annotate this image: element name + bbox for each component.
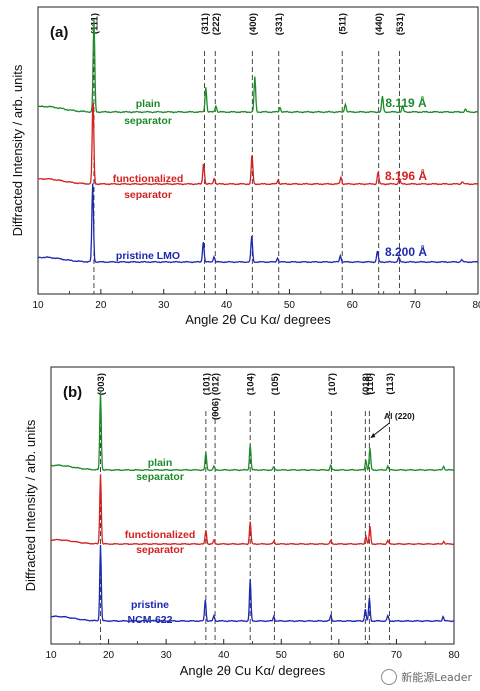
x-tick-label: 40 [218,650,230,661]
reflection-label: (018) [361,373,372,395]
reflection-label: (400) [248,13,259,35]
y-axis-label: Diffracted Intensity / arb. units [23,419,38,591]
lattice-parameter: 8.196 Å [385,168,427,183]
annotation-label: Al (220) [384,411,415,421]
series-label: pristine LMO [116,250,180,262]
reflection-label: (105) [270,373,281,395]
x-tick-label: 10 [32,300,44,311]
reflection-label: (440) [374,13,385,35]
series-label: pristine [131,599,169,611]
y-axis-label: Diffracted Intensity / arb. units [10,64,25,236]
series-line [50,391,455,472]
panel-label: (a) [50,24,68,41]
x-tick-label: 20 [103,650,115,661]
chart-panel-b: (b) (003) (101)(006) (012) (104) (105) (107) (… [23,366,460,678]
reflection-label: (104) [246,373,257,395]
series-label: plain [148,457,173,469]
reflection-label: (531) [395,13,406,35]
reflection-label: (107) [327,373,338,395]
series-line [50,544,455,623]
x-axis-label: Angle 2θ Cu Kα/ degrees [185,312,331,327]
reflection-label: (311) [200,13,211,35]
x-axis-label: Angle 2θ Cu Kα/ degrees [180,663,326,678]
reflection-label: (110) [365,373,376,395]
x-tick-label: 30 [158,300,170,311]
series-label: separator [136,544,184,556]
series-label: functionalized [125,529,196,541]
x-tick-label: 30 [161,650,173,661]
series-label: plain [136,98,161,110]
x-tick-label: 40 [221,300,233,311]
series-line [50,474,455,546]
series-line [37,183,479,264]
series-label: separator [124,189,172,201]
panel-label: (b) [63,384,82,401]
series-label: functionalized [113,173,184,185]
series-line [37,19,479,114]
x-tick-label: 70 [410,300,422,311]
annotation-arrow [371,422,390,438]
reflection-label: (111) [89,13,100,34]
watermark-logo-icon [381,669,398,685]
annotation-arrowhead [370,433,376,438]
reflection-label: (331) [274,13,285,35]
x-tick-label: 50 [276,650,288,661]
x-tick-label: 20 [95,300,107,311]
reflection-label: (113) [385,373,396,395]
reflection-label: (511) [338,13,349,35]
reflection-label: (101) [201,373,212,395]
lattice-parameter: 8.200 Å [385,244,427,259]
chart-panel-a: (a) (111) (311) (222) (400) (331) (511) (440) (5… [10,6,480,327]
lattice-parameter: 8.119 Å [385,95,427,110]
series-label: NCM-622 [128,614,173,626]
reflection-label: (222) [211,13,222,35]
watermark-text: 新能源Leader [401,671,472,684]
reflection-label: (003) [96,373,107,395]
reflection-label: (006) (012) [211,373,222,420]
x-tick-label: 80 [472,300,480,311]
watermark: 新能源Leader [381,669,472,685]
x-tick-label: 50 [284,300,296,311]
x-tick-label: 10 [45,650,57,661]
x-tick-label: 80 [448,650,460,661]
series-label: separator [136,471,184,483]
x-tick-label: 60 [333,650,345,661]
x-tick-label: 60 [347,300,359,311]
series-line [37,103,479,186]
series-label: separator [124,115,172,127]
x-tick-label: 70 [391,650,403,661]
plot-frame [50,366,455,645]
